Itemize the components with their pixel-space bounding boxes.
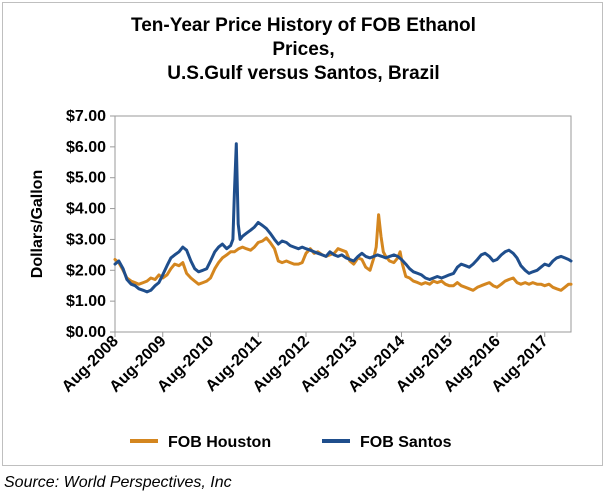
legend-label-fob-houston: FOB Houston xyxy=(168,434,271,451)
series-line-fob-santos xyxy=(113,142,573,294)
y-tick-label: $6.00 xyxy=(66,139,106,156)
chart-frame xyxy=(2,2,603,466)
y-tick-label: $4.00 xyxy=(66,201,106,218)
y-tick-label: $3.00 xyxy=(66,231,106,248)
chart-title: Ten-Year Price History of FOB Ethanol Pr… xyxy=(0,14,607,86)
plot-area xyxy=(114,115,572,333)
chart-title-line-2: Prices, xyxy=(272,39,335,60)
chart-title-line-1: Ten-Year Price History of FOB Ethanol xyxy=(131,15,476,36)
y-axis-label: Dollars/Gallon xyxy=(29,170,46,278)
legend-label-fob-santos: FOB Santos xyxy=(360,434,452,451)
chart-title-line-3: U.S.Gulf versus Santos, Brazil xyxy=(167,63,440,84)
y-tick-label: $5.00 xyxy=(66,170,106,187)
y-tick-label: $7.00 xyxy=(66,108,106,125)
y-tick-label: $2.00 xyxy=(66,262,106,279)
y-tick-label: $0.00 xyxy=(66,324,106,341)
y-tick-label: $1.00 xyxy=(66,293,106,310)
source-note: Source: World Perspectives, Inc xyxy=(4,474,232,491)
